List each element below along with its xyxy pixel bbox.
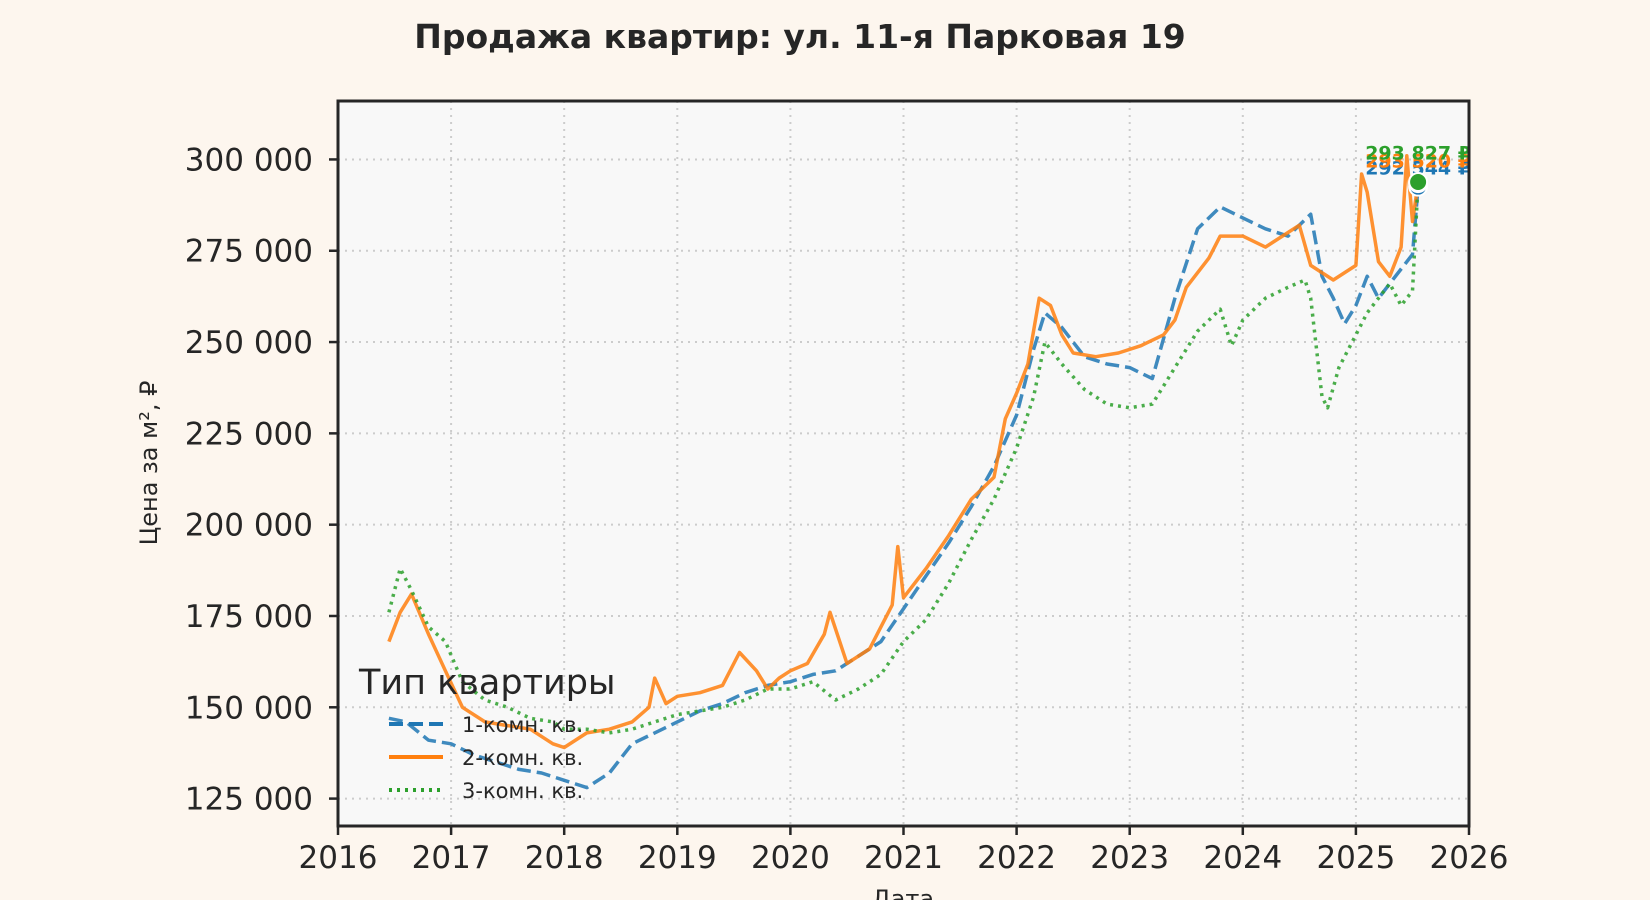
series-line-3: [387, 181, 1420, 735]
x-tick-label: 2018: [525, 840, 604, 876]
series-lines: [387, 154, 1420, 790]
y-tick-label: 175 000: [185, 599, 313, 635]
y-tick-label: 125 000: [185, 782, 313, 818]
y-tick-label: 200 000: [185, 508, 313, 544]
legend-label-2: 2-комн. кв.: [462, 746, 583, 770]
series-line-1: [388, 186, 1420, 790]
end-markers: 292 544 ₽293 520 ₽293 827 ₽: [1365, 142, 1471, 197]
y-tick-label: 300 000: [185, 142, 313, 178]
legend: Тип квартиры 1-комн. кв. 2-комн. кв. 3-ком…: [358, 663, 616, 803]
y-tick-label: 275 000: [185, 234, 313, 270]
x-tick-label: 2025: [1316, 840, 1395, 876]
x-tick-label: 2026: [1430, 840, 1509, 876]
x-axis: 2016 2017 2018 2019 2020 2021 2022 2023 2024 2025…: [299, 826, 1509, 876]
x-tick-label: 2023: [1090, 840, 1169, 876]
x-tick-label: 2016: [299, 840, 378, 876]
x-tick-label: 2017: [412, 840, 491, 876]
end-value-label-1: 292 544 ₽: [1365, 157, 1471, 179]
y-tick-label: 150 000: [185, 690, 313, 726]
y-axis-label: Цена за м², ₽: [135, 381, 163, 546]
series-line-2: [387, 154, 1420, 750]
legend-title: Тип квартиры: [358, 663, 616, 703]
chart-title: Продажа квартир: ул. 11-я Парковая 19: [414, 17, 1186, 56]
end-value-label-3: 293 827 ₽: [1365, 142, 1471, 164]
y-tick-label: 225 000: [185, 416, 313, 452]
x-axis-label: Дата: [872, 885, 934, 900]
x-tick-label: 2019: [638, 840, 717, 876]
y-tick-label: 250 000: [185, 325, 313, 361]
legend-label-3: 3-комн. кв.: [462, 779, 583, 803]
x-tick-label: 2021: [864, 840, 943, 876]
x-tick-label: 2024: [1203, 840, 1282, 876]
end-point-3: [1408, 171, 1429, 192]
x-tick-label: 2020: [751, 840, 830, 876]
y-axis: 125 000 150 000 175 000 200 000 225 000 250 0…: [185, 142, 338, 818]
x-tick-label: 2022: [977, 840, 1056, 876]
end-value-label-2: 293 520 ₽: [1365, 150, 1471, 172]
legend-label-1: 1-комн. кв.: [462, 713, 583, 737]
